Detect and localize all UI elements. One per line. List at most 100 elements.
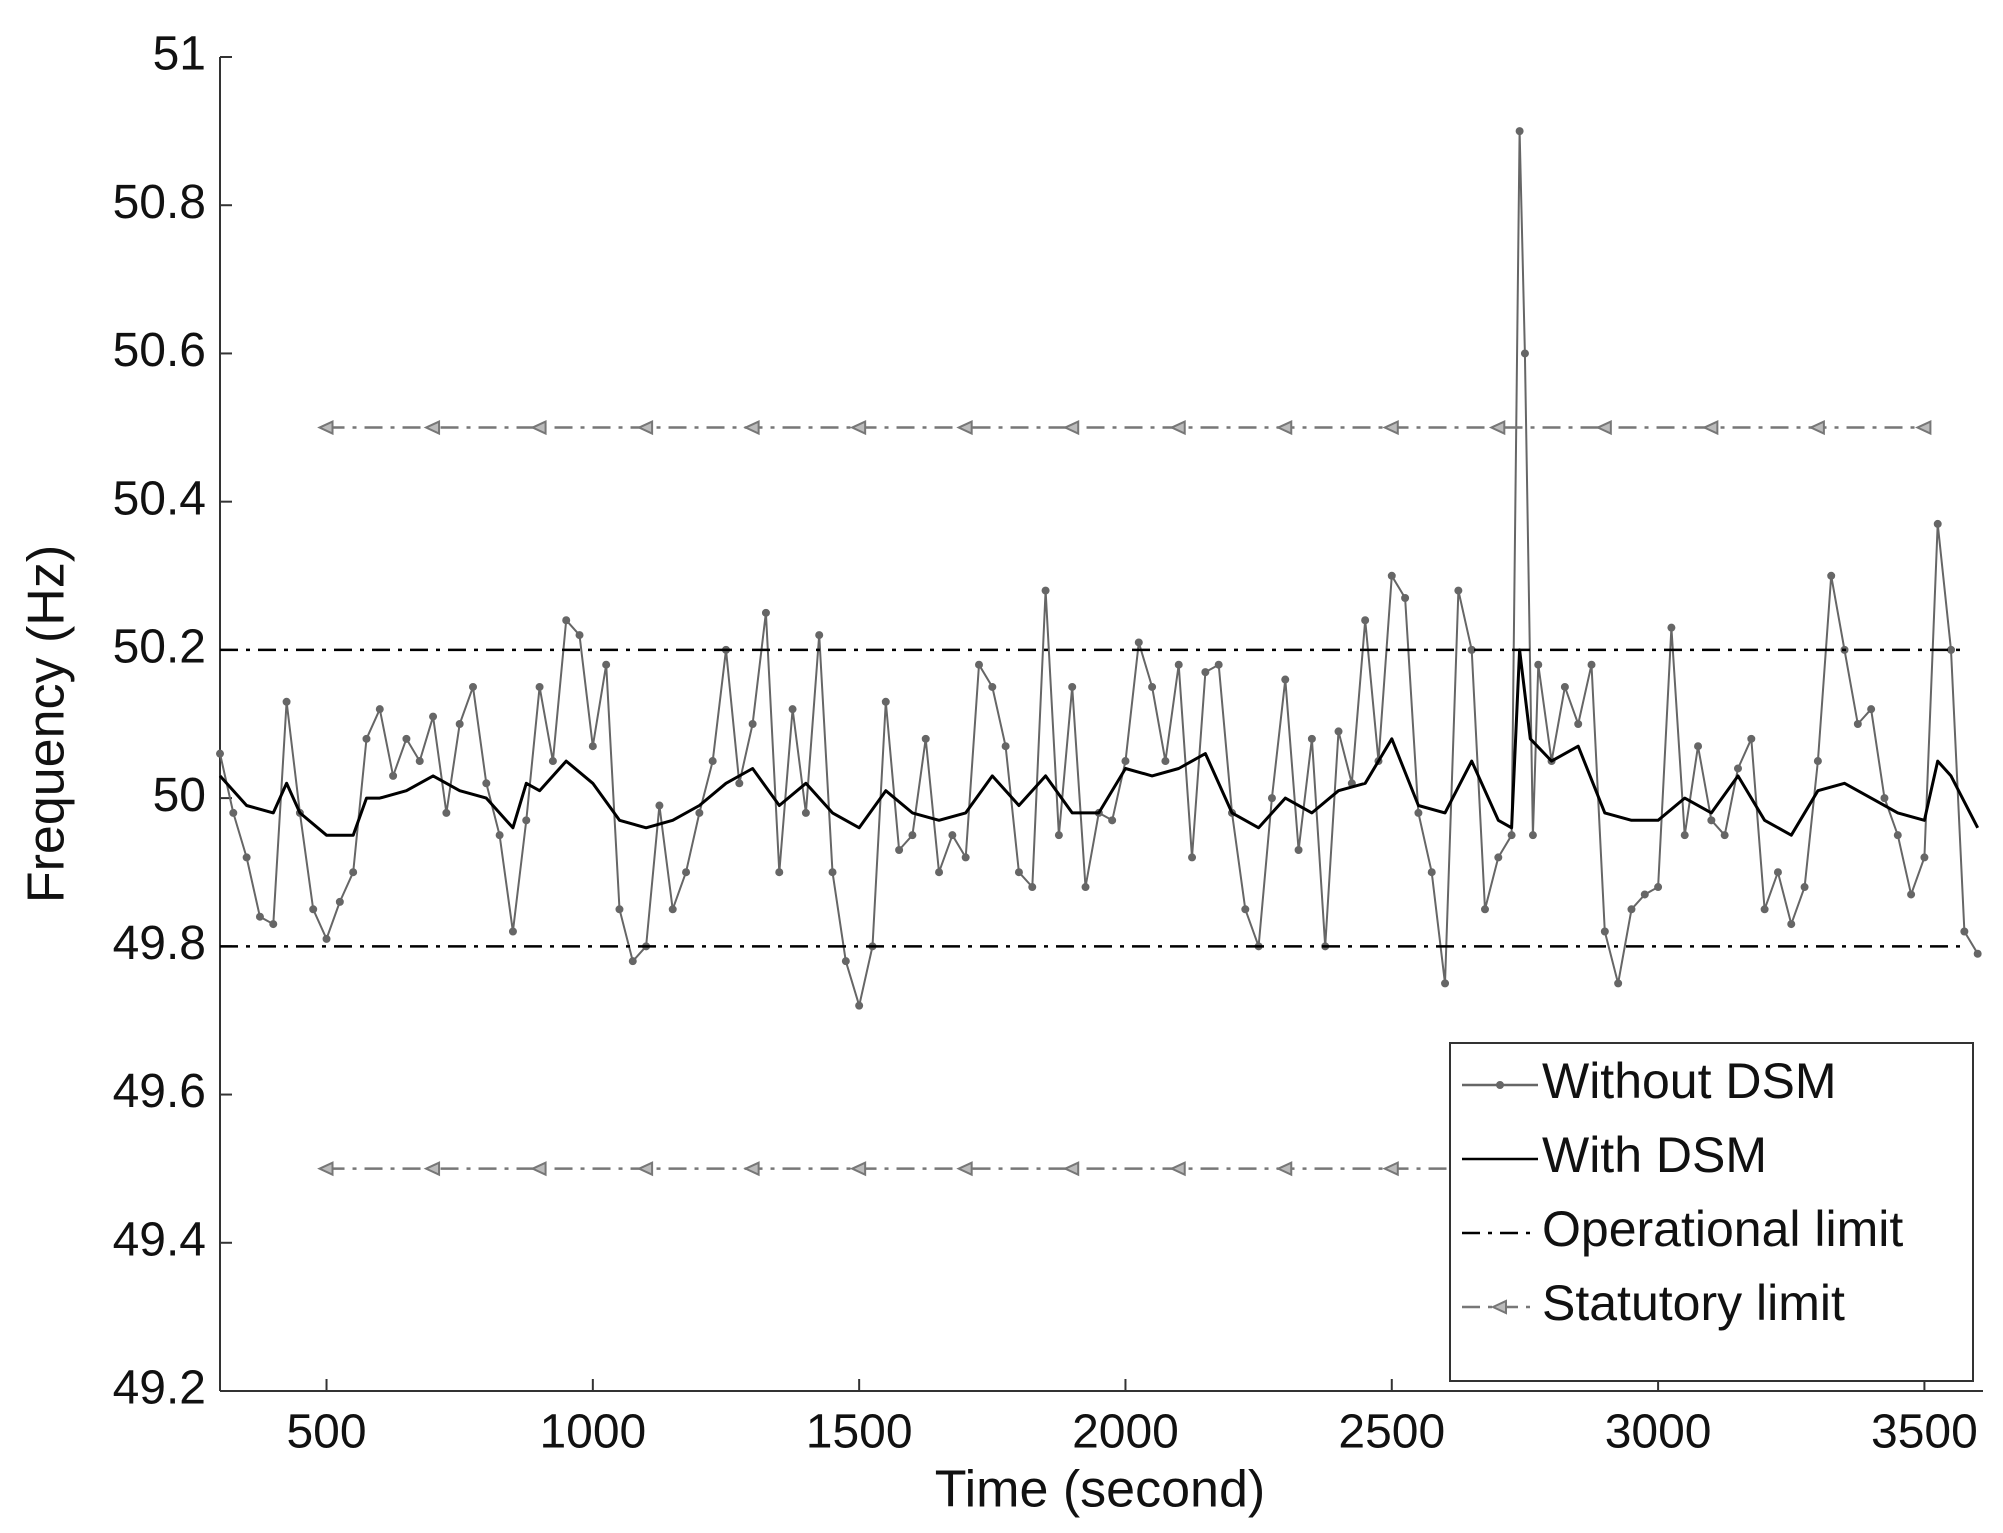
point — [1520, 349, 1529, 358]
point — [1294, 845, 1303, 854]
point — [948, 831, 957, 840]
point — [1654, 883, 1663, 892]
point — [216, 749, 224, 758]
point — [636, 419, 654, 436]
point — [1488, 419, 1506, 436]
point — [708, 757, 717, 766]
point — [1334, 727, 1343, 736]
point — [1614, 979, 1623, 988]
point — [1707, 816, 1716, 825]
point — [1733, 764, 1742, 773]
point — [695, 808, 704, 817]
point — [921, 734, 930, 743]
legend-label: Statutory limit — [1542, 1275, 1845, 1331]
point — [956, 1161, 973, 1177]
point — [1947, 645, 1956, 654]
point — [1062, 1161, 1080, 1177]
point — [1907, 890, 1916, 899]
point — [815, 631, 824, 640]
point — [735, 779, 744, 788]
point — [743, 1161, 760, 1177]
point — [362, 734, 371, 743]
point — [349, 868, 358, 877]
point — [1188, 853, 1197, 862]
series-line — [219, 130, 1979, 1007]
point — [1680, 831, 1689, 840]
point — [895, 845, 904, 854]
point — [743, 419, 760, 436]
point — [935, 868, 944, 877]
point — [1062, 419, 1080, 436]
point — [1893, 831, 1902, 840]
point — [1694, 742, 1703, 751]
point — [1081, 883, 1090, 892]
point — [988, 682, 997, 691]
point — [335, 897, 344, 906]
point — [1813, 757, 1822, 766]
legend-marker — [1496, 1081, 1504, 1089]
y-tick-label: 49.2 — [113, 1362, 206, 1415]
point — [1014, 868, 1023, 877]
point — [1307, 734, 1316, 743]
point — [1401, 594, 1410, 603]
point — [1161, 757, 1170, 766]
point — [682, 868, 691, 877]
point — [1174, 660, 1183, 669]
y-tick-label: 50.2 — [113, 621, 206, 674]
point — [588, 742, 597, 751]
point — [1001, 742, 1010, 751]
point — [1134, 638, 1143, 647]
point — [1595, 419, 1612, 436]
point — [1454, 586, 1463, 595]
point — [1241, 905, 1250, 914]
point — [788, 705, 797, 714]
point — [317, 1161, 334, 1177]
y-tick-label: 49.6 — [113, 1065, 206, 1118]
point — [229, 808, 238, 817]
x-tick-label: 3000 — [1605, 1406, 1712, 1459]
point — [1787, 920, 1796, 929]
point — [636, 1161, 654, 1177]
point — [801, 808, 810, 817]
point — [1920, 853, 1929, 862]
point — [482, 779, 491, 788]
point — [1560, 682, 1569, 691]
point — [615, 905, 624, 914]
point — [1701, 419, 1719, 436]
point — [1720, 831, 1729, 840]
y-tick-label: 50 — [153, 769, 206, 822]
point — [1853, 720, 1862, 728]
point — [1480, 905, 1489, 914]
point — [317, 419, 334, 436]
y-tick-label: 50.6 — [113, 324, 206, 377]
legend-label: With DSM — [1542, 1127, 1767, 1183]
point — [1054, 831, 1063, 840]
point — [530, 1161, 547, 1177]
point — [1534, 660, 1543, 669]
point — [1867, 705, 1876, 714]
point — [1494, 853, 1503, 862]
point — [1028, 883, 1037, 892]
point — [1041, 586, 1050, 595]
point — [429, 712, 438, 721]
point — [655, 801, 664, 810]
point — [841, 957, 850, 966]
point — [1267, 794, 1276, 803]
point — [535, 682, 544, 691]
point — [1667, 623, 1676, 632]
point — [1574, 720, 1583, 728]
point — [322, 934, 331, 943]
point — [1387, 571, 1396, 580]
point — [242, 853, 251, 862]
point — [1880, 794, 1889, 803]
point — [1528, 831, 1537, 840]
point — [1068, 682, 1077, 691]
point — [1507, 831, 1516, 840]
legend-box — [1449, 1042, 1974, 1382]
point — [668, 905, 677, 914]
point — [1441, 979, 1450, 988]
point — [255, 912, 264, 921]
point — [1973, 949, 1982, 958]
point — [974, 660, 983, 669]
